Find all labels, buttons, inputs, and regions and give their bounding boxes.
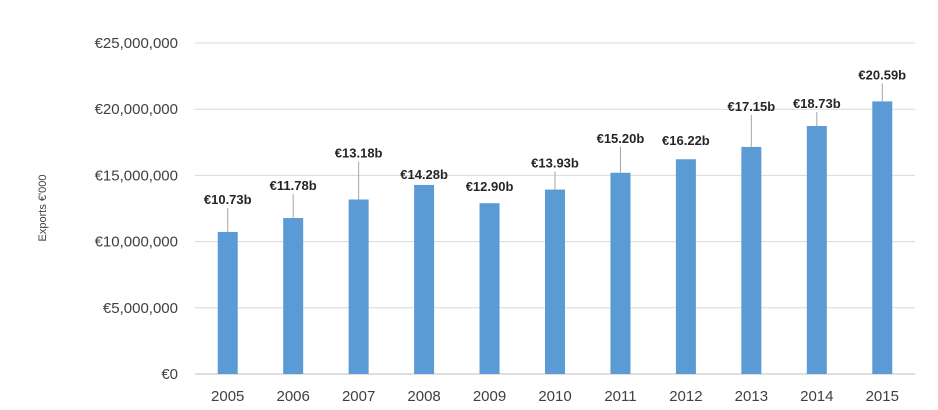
bar-2008 [414, 184, 435, 374]
bar-2015 [872, 101, 893, 374]
bar-2010 [545, 189, 565, 374]
y-tick-label: €10,000,000 [95, 234, 178, 251]
data-label-2012: €16.22b [662, 133, 710, 148]
x-tick-label: 2008 [407, 388, 440, 405]
data-label-2015: €20.59b [858, 67, 906, 82]
data-label-2009: €12.90b [466, 179, 514, 194]
x-tick-label: 2011 [604, 388, 636, 405]
x-tick-labels: 2005 2006 2007 2008 2009 2010 2011 2012 2013 2014… [211, 388, 899, 405]
x-tick-label: 2009 [473, 388, 506, 405]
y-tick-label: €0 [161, 366, 178, 383]
bar-2006 [283, 218, 304, 374]
x-tick-label: 2013 [735, 388, 768, 405]
bar-2007 [348, 199, 369, 374]
bars [217, 101, 893, 374]
data-label-2010: €13.93b [531, 156, 579, 171]
y-tick-label: €20,000,000 [95, 101, 178, 118]
x-tick-label: 2010 [538, 388, 571, 405]
bar-2005 [217, 231, 238, 374]
x-tick-label: 2007 [342, 388, 375, 405]
y-tick-label: €5,000,000 [103, 300, 178, 317]
x-tick-label: 2014 [800, 388, 833, 405]
y-axis-title: Exports €'000 [37, 175, 49, 242]
data-label-2005: €10.73b [204, 192, 252, 207]
y-tick-label: €15,000,000 [95, 167, 178, 184]
bar-2011 [610, 172, 631, 374]
x-tick-label: 2012 [669, 388, 702, 405]
data-label-2007: €13.18b [335, 145, 383, 160]
x-tick-label: 2005 [211, 388, 244, 405]
data-label-2013: €17.15b [728, 99, 776, 114]
data-label-2011: €15.20b [597, 131, 645, 146]
bar-2012 [675, 159, 696, 374]
bar-2014 [806, 126, 827, 374]
y-tick-labels: €0 €5,000,000 €10,000,000 €15,000,000 €20,00… [95, 35, 178, 383]
x-tick-label: 2006 [276, 388, 309, 405]
data-label-2008: €14.28b [400, 167, 448, 182]
data-label-2006: €11.78b [270, 178, 317, 193]
x-tick-label: 2015 [866, 388, 899, 405]
bar-2009 [479, 203, 500, 374]
label-leader-lines [227, 83, 883, 232]
data-labels: €10.73b €11.78b €13.18b €14.28b €12.90b €13.9… [204, 67, 906, 207]
data-label-2014: €18.73b [793, 96, 841, 111]
bar-2013 [741, 146, 762, 374]
y-tick-label: €25,000,000 [95, 35, 178, 52]
